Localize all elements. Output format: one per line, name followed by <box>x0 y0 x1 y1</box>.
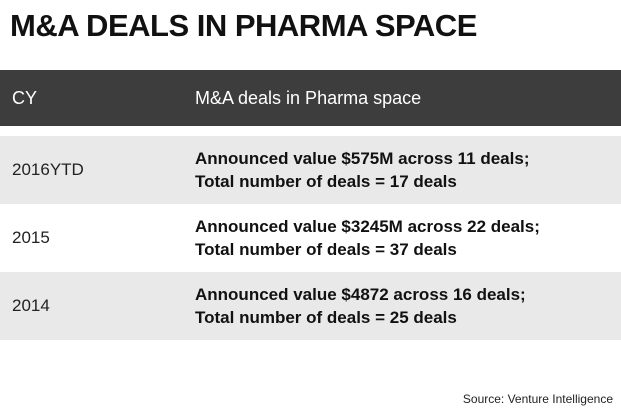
header-deals: M&A deals in Pharma space <box>195 87 422 108</box>
table-header: CY M&A deals in Pharma space <box>0 70 621 126</box>
header-cy: CY <box>12 87 38 108</box>
row-deal-line: Announced value $3245M across 22 deals; <box>195 217 540 236</box>
row-cy: 2016YTD <box>12 160 84 179</box>
row-deal-line: Total number of deals = 25 deals <box>195 308 457 327</box>
table-row: 2014 Announced value $4872 across 16 dea… <box>0 272 621 340</box>
table-row: 2015 Announced value $3245M across 22 de… <box>0 204 621 272</box>
table-row: 2016YTD Announced value $575M across 11 … <box>0 136 621 204</box>
header-gap <box>0 126 621 136</box>
row-deal-line: Total number of deals = 17 deals <box>195 172 457 191</box>
row-deal-line: Announced value $4872 across 16 deals; <box>195 285 526 304</box>
source-note: Source: Venture Intelligence <box>462 392 613 406</box>
row-deal-line: Total number of deals = 37 deals <box>195 240 457 259</box>
row-cy: 2015 <box>12 228 50 247</box>
row-deal-text: Announced value $575M across 11 deals; T… <box>195 147 621 193</box>
row-cy: 2014 <box>12 296 50 315</box>
row-deal-line: Announced value $575M across 11 deals; <box>195 149 530 168</box>
row-deal-text: Announced value $4872 across 16 deals; T… <box>195 283 621 329</box>
deals-table: CY M&A deals in Pharma space 2016YTD Ann… <box>0 70 621 340</box>
page-title: M&A DEALS IN PHARMA SPACE <box>10 8 477 43</box>
row-deal-text: Announced value $3245M across 22 deals; … <box>195 215 621 261</box>
